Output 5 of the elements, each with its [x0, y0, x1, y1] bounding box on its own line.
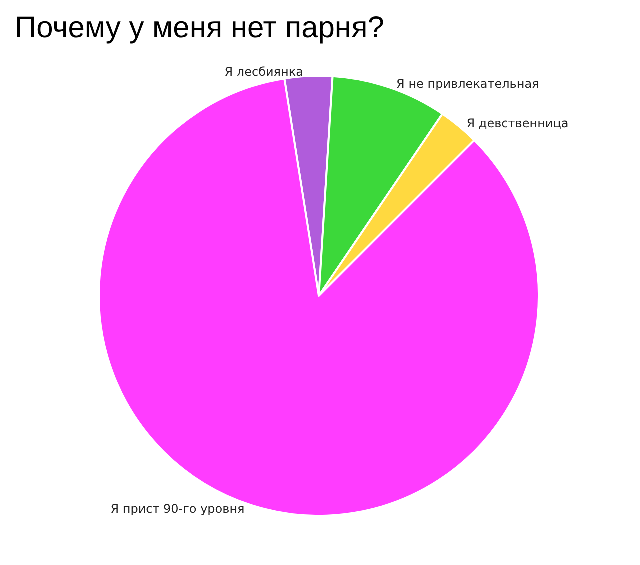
chart-title: Почему у меня нет парня?: [15, 12, 384, 44]
slice-label: Я не привлекательная: [396, 77, 540, 92]
slice-label: Я девственница: [466, 116, 569, 130]
slice-label: Я прист 90-го уровня: [110, 502, 245, 516]
slice-label: Я лесбиянка: [224, 65, 304, 80]
